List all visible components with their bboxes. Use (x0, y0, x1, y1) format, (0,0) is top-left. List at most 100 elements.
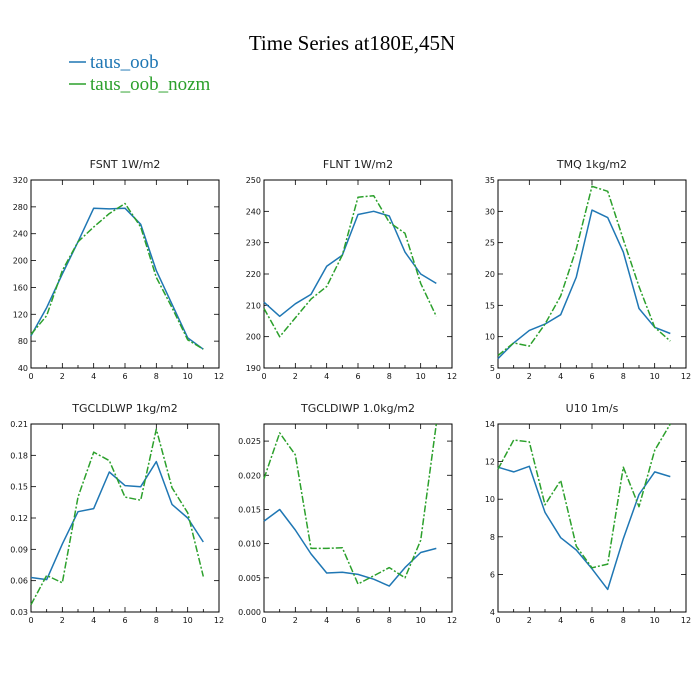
legend-label-taus-oob: taus_oob (90, 52, 159, 73)
chart-panels: FSNT 1W/m20 2 4 6 8 10 12408012016020024028032… (10, 158, 691, 625)
y-tick-label: 20 (485, 270, 495, 279)
y-tick-label: 6 (490, 570, 495, 579)
panel-u10: U10 1m/s 0 2 4 6 8 10 12 4 6 8 10 12 14 (485, 402, 691, 625)
panel-fsnt: FSNT 1W/m2 0 2 4 6 8 10 12 40 80 120 160 200 240 280 32… (13, 158, 224, 381)
y-tick-label: 190 (246, 364, 261, 373)
panel-tmq: TMQ 1kg/m2 0 2 4 6 8 10 12 5 10 15 20 25 30 35 (485, 158, 691, 381)
y-tick-label: 240 (13, 230, 28, 239)
panel-flnt: FLNT 1W/m2 0 2 4 6 8 10 12 190 200 210 220 230 240 250 (246, 158, 457, 381)
x-tick-label: 12 (447, 616, 457, 625)
series-line-taus-oob-tmq (497, 209, 671, 360)
x-tick-label: 0 (261, 372, 266, 381)
x-tick-label: 10 (650, 372, 660, 381)
y-tick-label: 0.15 (10, 483, 28, 492)
x-tick-label: 0 (261, 616, 266, 625)
x-tick-label: 4 (91, 372, 96, 381)
y-tick-label: 0.03 (10, 608, 28, 617)
legend-label-taus-oob-nozm: taus_oob_nozm (90, 74, 211, 95)
x-tick-label: 0 (28, 616, 33, 625)
x-tick-label: 0 (28, 372, 33, 381)
x-tick-label: 12 (214, 372, 224, 381)
x-tick-label: 8 (154, 616, 159, 625)
y-tick-label: 160 (13, 283, 28, 292)
y-tick-label: 25 (485, 239, 495, 248)
plot-frame-u10 (497, 423, 687, 613)
series-line-taus-oob-nozm-u10 (497, 423, 671, 569)
x-tick-label: 2 (293, 616, 298, 625)
y-tick-label: 35 (485, 176, 495, 185)
x-tick-label: 10 (650, 616, 660, 625)
x-tick-label: 2 (527, 372, 532, 381)
x-tick-label: 8 (621, 616, 626, 625)
x-tick-label: 6 (355, 616, 360, 625)
y-tick-label: 0.020 (238, 471, 261, 480)
x-tick-label: 2 (527, 616, 532, 625)
series-line-taus-oob-nozm-fsnt (30, 202, 204, 350)
y-tick-label: 5 (490, 364, 495, 373)
panel-tgcldlwp: TGCLDLWP 1kg/m2 0 2 4 6 8 10 12 0.03 0.06 0.09 0.12… (10, 402, 224, 625)
y-tick-label: 0.025 (238, 437, 261, 446)
y-tick-label: 0.21 (10, 420, 28, 429)
series-line-taus-oob-nozm-tmq (497, 185, 671, 357)
y-tick-label: 12 (485, 458, 495, 467)
y-tick-label: 14 (485, 420, 495, 429)
panel-tgcldiwp: TGCLDIWP 1.0kg/m2 0 2 4 6 8 10 12 0.000 0.005 0.01… (238, 402, 457, 625)
x-tick-label: 6 (355, 372, 360, 381)
panel-title-tmq: TMQ 1kg/m2 (556, 158, 627, 171)
y-tick-label: 8 (490, 533, 495, 542)
y-tick-label: 80 (18, 337, 28, 346)
y-tick-label: 10 (485, 333, 495, 342)
plot-frame-tgcldlwp (30, 423, 220, 613)
x-tick-label: 10 (183, 616, 193, 625)
y-tick-label: 30 (485, 207, 495, 216)
x-tick-label: 10 (183, 372, 193, 381)
y-tick-label: 15 (485, 301, 495, 310)
series-line-taus-oob-flnt (263, 210, 437, 318)
plot-frame-flnt (263, 179, 453, 369)
x-tick-label: 0 (495, 372, 500, 381)
figure-title: Time Series at180E,45N (249, 31, 455, 55)
y-tick-label: 0.12 (10, 514, 28, 523)
x-tick-label: 2 (293, 372, 298, 381)
panel-title-fsnt: FSNT 1W/m2 (90, 158, 161, 171)
x-tick-label: 4 (558, 372, 563, 381)
y-tick-label: 0.005 (238, 574, 261, 583)
x-tick-label: 6 (122, 616, 127, 625)
plot-frame-tmq (497, 179, 687, 369)
y-tick-label: 4 (490, 608, 495, 617)
legend-item-taus-oob-nozm: taus_oob_nozm (69, 74, 211, 95)
x-tick-label: 6 (589, 616, 594, 625)
x-tick-label: 6 (122, 372, 127, 381)
y-tick-label: 220 (246, 270, 261, 279)
y-tick-label: 200 (246, 333, 261, 342)
y-tick-label: 200 (13, 257, 28, 266)
legend-item-taus-oob: taus_oob (69, 52, 159, 73)
y-tick-label: 0.000 (238, 608, 261, 617)
x-tick-label: 4 (558, 616, 563, 625)
x-tick-label: 12 (214, 616, 224, 625)
x-tick-label: 8 (387, 372, 392, 381)
series-line-taus-oob-tgcldiwp (263, 508, 437, 587)
y-tick-label: 0.06 (10, 577, 28, 586)
series-line-taus-oob-nozm-flnt (263, 194, 437, 338)
x-tick-label: 10 (416, 372, 426, 381)
x-tick-label: 6 (589, 372, 594, 381)
y-tick-label: 230 (246, 239, 261, 248)
y-tick-label: 240 (246, 207, 261, 216)
x-tick-label: 12 (447, 372, 457, 381)
panel-title-tgcldiwp: TGCLDIWP 1.0kg/m2 (300, 402, 415, 415)
y-tick-label: 0.015 (238, 505, 261, 514)
y-tick-label: 280 (13, 203, 28, 212)
y-tick-label: 40 (18, 364, 28, 373)
panel-title-tgcldlwp: TGCLDLWP 1kg/m2 (71, 402, 177, 415)
x-tick-label: 4 (324, 616, 329, 625)
x-tick-label: 2 (60, 616, 65, 625)
x-tick-label: 10 (416, 616, 426, 625)
x-tick-label: 4 (91, 616, 96, 625)
x-tick-label: 2 (60, 372, 65, 381)
y-tick-label: 320 (13, 176, 28, 185)
y-tick-label: 120 (13, 310, 28, 319)
x-tick-label: 12 (681, 372, 691, 381)
legend: taus_oob taus_oob_nozm (69, 52, 211, 95)
